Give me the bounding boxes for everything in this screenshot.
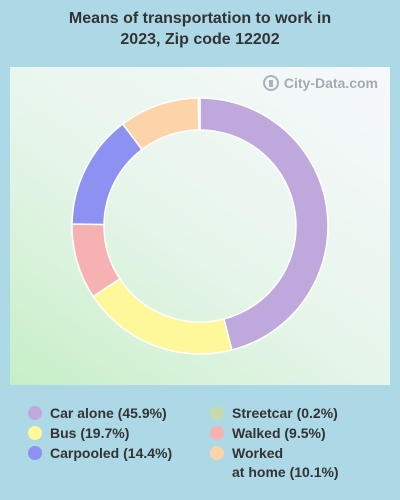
donut-slice-0: [199, 97, 329, 351]
donut-slice-1: [92, 277, 233, 355]
watermark-text: City-Data.com: [283, 75, 378, 91]
legend-item: Carpooled (14.4%): [28, 444, 172, 463]
donut-slice-3: [71, 122, 144, 226]
chart-title-line-2: 2023, Zip code 12202: [120, 31, 280, 48]
legend-label: Car alone (45.9%): [50, 405, 167, 421]
chart-title: Means of transportation to work in 2023,…: [0, 8, 400, 50]
legend-item: Car alone (45.9%): [28, 404, 167, 423]
legend-label: Carpooled (14.4%): [50, 445, 173, 461]
legend-label: Walked (9.5%): [232, 425, 326, 441]
legend-item: Streetcar (0.2%): [210, 404, 338, 423]
legend-swatch: [28, 446, 42, 460]
watermark: City-Data.com: [262, 75, 378, 91]
legend-item: Bus (19.7%): [28, 424, 129, 443]
legend-swatch: [210, 406, 224, 420]
city-data-logo-icon: [262, 75, 279, 91]
legend-label: Bus (19.7%): [50, 425, 130, 441]
legend-item: Worked at home (10.1%): [210, 444, 339, 482]
legend-item: Walked (9.5%): [210, 424, 326, 443]
donut-slice-5: [197, 97, 201, 131]
legend-label: Worked at home (10.1%): [232, 445, 339, 480]
legend-swatch: [28, 406, 42, 420]
chart-legend: Car alone (45.9%) Bus (19.7%) Carpooled (1…: [0, 400, 400, 490]
donut-chart: [71, 97, 329, 355]
chart-title-line-1: Means of transportation to work in: [68, 10, 332, 27]
legend-swatch: [210, 446, 224, 460]
legend-swatch: [210, 426, 224, 440]
legend-label: Streetcar (0.2%): [232, 405, 338, 421]
legend-swatch: [28, 426, 42, 440]
